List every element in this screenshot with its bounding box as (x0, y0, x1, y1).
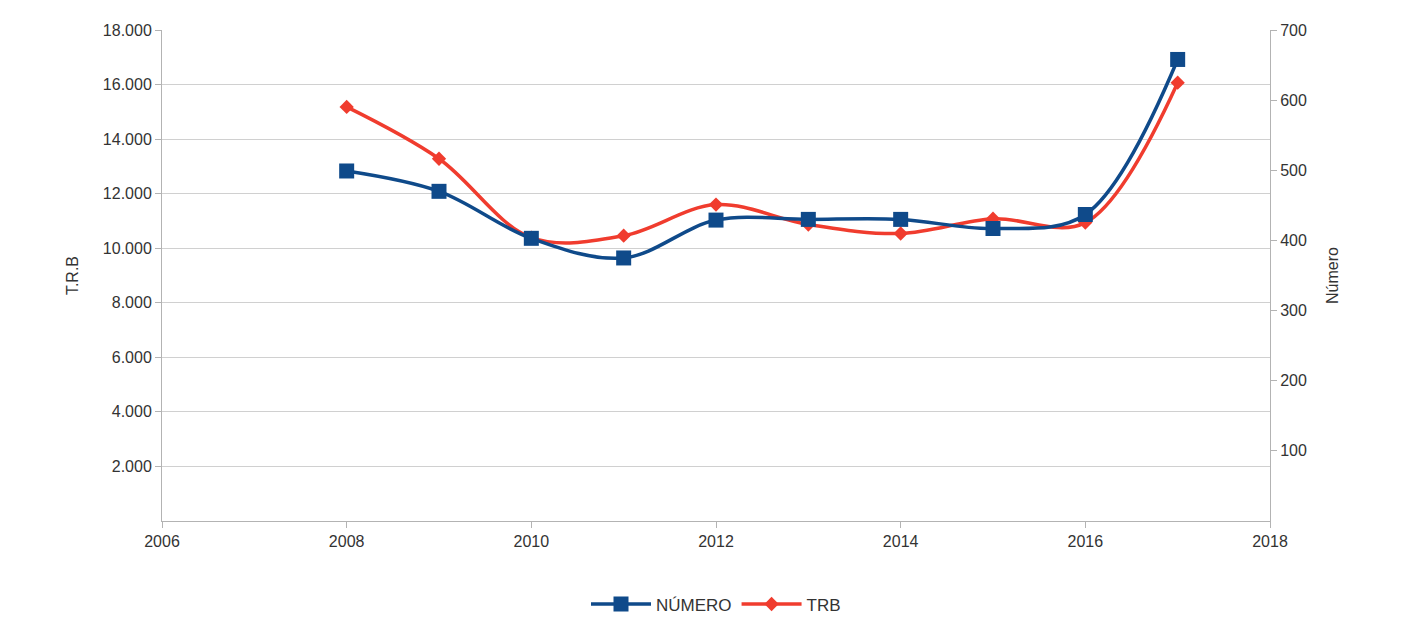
svg-text:12.000: 12.000 (103, 185, 152, 202)
svg-text:2014: 2014 (883, 533, 919, 550)
svg-text:4.000: 4.000 (112, 403, 152, 420)
svg-text:NÚMERO: NÚMERO (656, 596, 732, 615)
svg-text:2008: 2008 (329, 533, 365, 550)
svg-text:700: 700 (1280, 22, 1307, 39)
svg-text:Número: Número (1324, 247, 1341, 304)
svg-text:100: 100 (1280, 442, 1307, 459)
svg-text:14.000: 14.000 (103, 131, 152, 148)
svg-text:16.000: 16.000 (103, 76, 152, 93)
svg-text:8.000: 8.000 (112, 294, 152, 311)
svg-text:TRB: TRB (807, 596, 841, 615)
svg-text:2018: 2018 (1252, 533, 1288, 550)
svg-text:2016: 2016 (1068, 533, 1104, 550)
svg-text:2006: 2006 (144, 533, 180, 550)
svg-text:18.000: 18.000 (103, 22, 152, 39)
svg-text:600: 600 (1280, 92, 1307, 109)
svg-text:2010: 2010 (514, 533, 550, 550)
svg-text:10.000: 10.000 (103, 240, 152, 257)
svg-text:400: 400 (1280, 232, 1307, 249)
svg-text:6.000: 6.000 (112, 349, 152, 366)
svg-text:300: 300 (1280, 302, 1307, 319)
svg-text:2012: 2012 (698, 533, 734, 550)
svg-text:2.000: 2.000 (112, 458, 152, 475)
svg-text:500: 500 (1280, 162, 1307, 179)
svg-text:200: 200 (1280, 372, 1307, 389)
svg-text:T.R.B: T.R.B (64, 256, 81, 295)
